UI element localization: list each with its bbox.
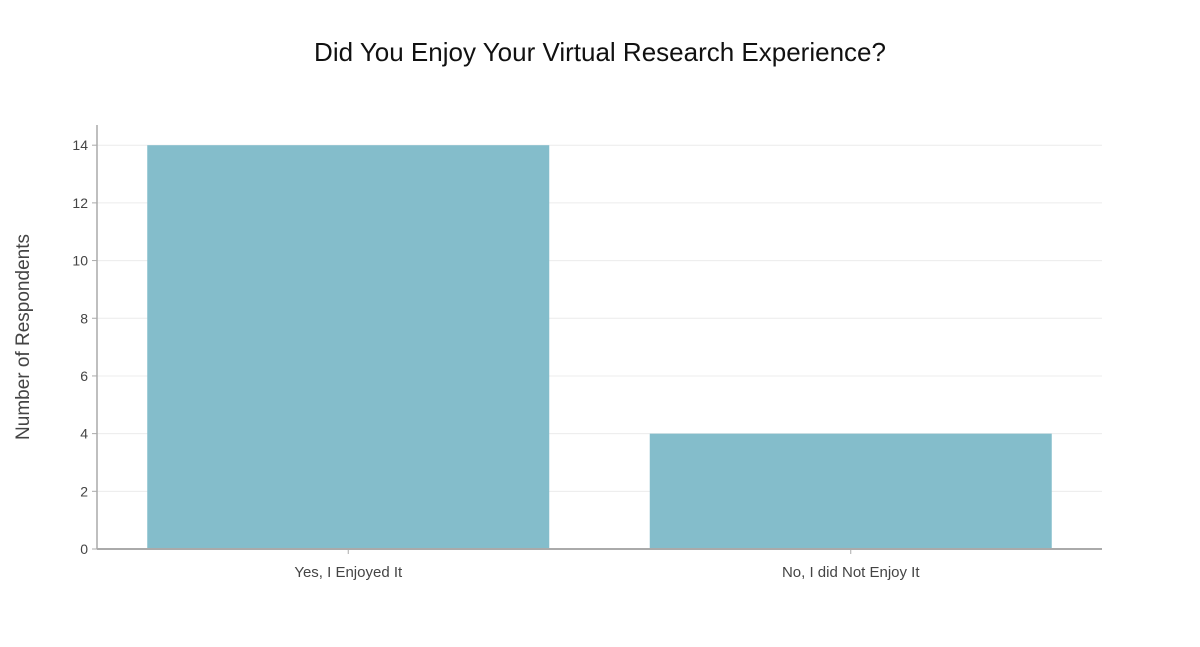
y-axis-label: Number of Respondents — [13, 234, 34, 440]
y-tick-label: 0 — [80, 541, 88, 557]
y-tick-label: 10 — [72, 253, 88, 269]
y-tick-label: 4 — [80, 426, 88, 442]
y-tick-label: 14 — [72, 137, 88, 153]
axes — [92, 125, 1102, 554]
x-tick-label: No, I did Not Enjoy It — [782, 564, 920, 581]
y-tick-label: 8 — [80, 310, 88, 326]
y-tick-label: 6 — [80, 368, 88, 384]
bar — [147, 145, 550, 549]
chart-title: Did You Enjoy Your Virtual Research Expe… — [314, 37, 886, 67]
y-tick-label: 12 — [72, 195, 88, 211]
x-tick-label: Yes, I Enjoyed It — [294, 564, 403, 581]
y-tick-label: 2 — [80, 483, 88, 499]
bar — [649, 433, 1052, 549]
tick-labels: 0 2 4 6 8 10 12 14 Yes, I Enjoyed It No, I did No… — [72, 137, 920, 581]
bars — [147, 145, 1052, 549]
